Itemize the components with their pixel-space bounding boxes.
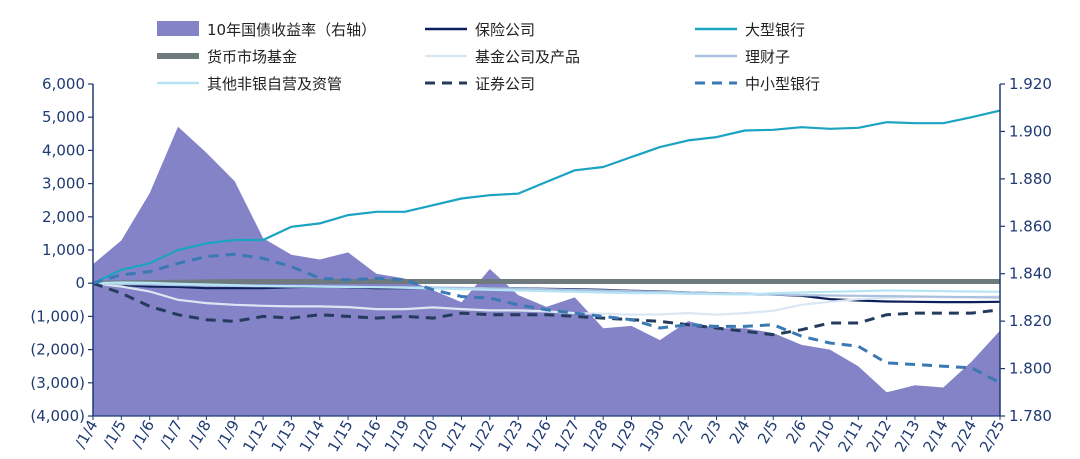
legend-label: 理财子 bbox=[745, 48, 790, 66]
y-tick-label: 4,000 bbox=[42, 141, 85, 159]
x-tick-label: 2/25 bbox=[976, 417, 1008, 455]
series-line-5 bbox=[92, 281, 1001, 296]
x-tick-label: 2/3 bbox=[697, 417, 725, 447]
legend-label: 大型银行 bbox=[745, 21, 805, 39]
x-tick-label: 2/13 bbox=[891, 417, 923, 455]
x-tick-label: 1/29 bbox=[608, 417, 640, 455]
y2-tick-label: 1.800 bbox=[1009, 360, 1052, 378]
legend-label: 货币市场基金 bbox=[207, 48, 297, 66]
y2-tick-label: 1.840 bbox=[1009, 265, 1052, 283]
y2-tick-label: 1.900 bbox=[1009, 122, 1052, 140]
x-tick-label: /1/8 bbox=[185, 417, 215, 451]
x-tick-label: 2/14 bbox=[919, 417, 951, 455]
series-line-6 bbox=[92, 281, 1001, 337]
x-tick-label: 1/20 bbox=[409, 417, 441, 455]
x-tick-label: /1/5 bbox=[100, 417, 130, 451]
series-line-1 bbox=[92, 109, 1001, 285]
x-tick-label: 1/21 bbox=[438, 417, 470, 455]
x-tick-label: 2/11 bbox=[834, 417, 866, 455]
y-tick-label: (2,000) bbox=[30, 341, 85, 359]
area-layer bbox=[93, 126, 1000, 416]
x-tick-label: 2/24 bbox=[948, 417, 980, 455]
y2-tick-label: 1.860 bbox=[1009, 217, 1052, 235]
y-tick-label: 2,000 bbox=[42, 208, 85, 226]
x-tick-label: 2/2 bbox=[669, 417, 697, 447]
x-tick-label: 2/4 bbox=[726, 417, 754, 447]
lines-layer bbox=[92, 109, 1001, 385]
y-tick-label: 6,000 bbox=[42, 75, 85, 93]
y-tick-label: 5,000 bbox=[42, 108, 85, 126]
x-tick-label: 1/27 bbox=[551, 417, 583, 455]
x-tick-label: 1/30 bbox=[636, 417, 668, 455]
series-line-3 bbox=[92, 282, 1001, 316]
legend-label: 证券公司 bbox=[475, 75, 535, 93]
y-tick-label: 3,000 bbox=[42, 175, 85, 193]
y-tick-label: 1,000 bbox=[42, 241, 85, 259]
y-tick-label: (1,000) bbox=[30, 307, 85, 325]
y2-tick-label: 1.780 bbox=[1009, 407, 1052, 425]
legend-label: 基金公司及产品 bbox=[475, 48, 580, 66]
x-tick-label: /1/7 bbox=[156, 417, 186, 451]
x-tick-label: 1/26 bbox=[523, 417, 555, 455]
legend-label: 10年国债收益率（右轴） bbox=[207, 21, 376, 39]
y2-tick-label: 1.880 bbox=[1009, 170, 1052, 188]
x-tick-label: 2/6 bbox=[782, 417, 810, 447]
y-tick-label: (4,000) bbox=[30, 407, 85, 425]
y2-tick-label: 1.920 bbox=[1009, 75, 1052, 93]
x-tick-label: 1/12 bbox=[239, 417, 271, 455]
x-tick-label: 1/16 bbox=[352, 417, 384, 455]
legend-label: 其他非银自营及资管 bbox=[207, 75, 342, 93]
x-tick-label: 2/12 bbox=[863, 417, 895, 455]
x-tick-label: 1/13 bbox=[267, 417, 299, 455]
x-tick-label: 1/22 bbox=[466, 417, 498, 455]
x-tick-label: 1/19 bbox=[381, 417, 413, 455]
y-tick-label: 0 bbox=[75, 274, 85, 292]
y2-tick-label: 1.820 bbox=[1009, 312, 1052, 330]
series-line-7 bbox=[92, 252, 1001, 385]
x-tick-label: /1/6 bbox=[128, 417, 158, 451]
area-10y-yield bbox=[93, 126, 1000, 416]
series-line-2 bbox=[92, 279, 1000, 286]
y-tick-label: (3,000) bbox=[30, 374, 85, 392]
legend-label: 保险公司 bbox=[475, 21, 535, 39]
x-tick-label: 2/5 bbox=[754, 417, 782, 447]
x-tick-label: 1/15 bbox=[324, 417, 356, 455]
legend-label: 中小型银行 bbox=[745, 75, 820, 93]
x-tick-label: 1/23 bbox=[494, 417, 526, 455]
x-tick-label: 1/28 bbox=[579, 417, 611, 455]
x-tick-label: 2/10 bbox=[806, 417, 838, 455]
x-tick-label: 1/14 bbox=[296, 417, 328, 455]
legend-swatch-area bbox=[157, 21, 199, 36]
